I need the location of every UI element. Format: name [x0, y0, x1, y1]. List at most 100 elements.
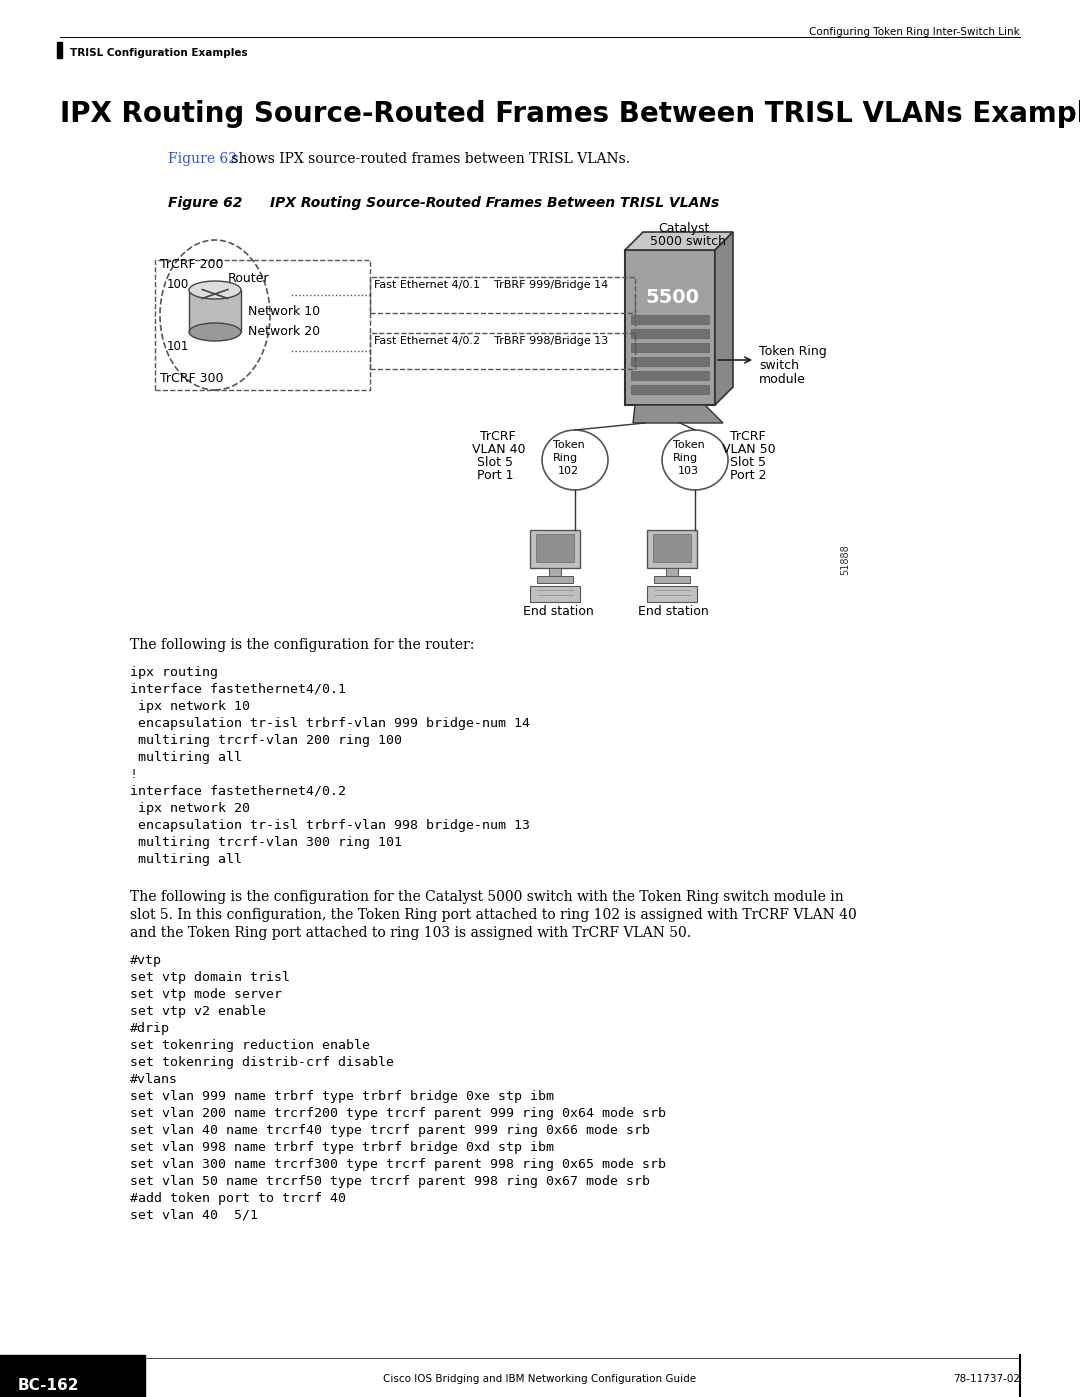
Text: Network 10: Network 10 [248, 305, 320, 319]
Text: switch: switch [759, 359, 799, 372]
Text: set vlan 998 name trbrf type trbrf bridge 0xd stp ibm: set vlan 998 name trbrf type trbrf bridg… [130, 1141, 554, 1154]
Text: multiring all: multiring all [130, 752, 242, 764]
Polygon shape [625, 232, 733, 250]
Text: multiring all: multiring all [130, 854, 242, 866]
Text: End station: End station [638, 605, 708, 617]
Text: 100: 100 [167, 278, 189, 291]
Text: The following is the configuration for the router:: The following is the configuration for t… [130, 638, 474, 652]
Text: ipx network 10: ipx network 10 [130, 700, 249, 712]
Text: encapsulation tr-isl trbrf-vlan 999 bridge-num 14: encapsulation tr-isl trbrf-vlan 999 brid… [130, 717, 530, 731]
Text: set vlan 200 name trcrf200 type trcrf parent 999 ring 0x64 mode srb: set vlan 200 name trcrf200 type trcrf pa… [130, 1106, 666, 1120]
Text: End station: End station [523, 605, 594, 617]
Text: Network 20: Network 20 [248, 326, 320, 338]
Text: 78-11737-02: 78-11737-02 [953, 1375, 1020, 1384]
Text: Cisco IOS Bridging and IBM Networking Configuration Guide: Cisco IOS Bridging and IBM Networking Co… [383, 1375, 697, 1384]
FancyBboxPatch shape [631, 330, 708, 338]
Text: multiring trcrf-vlan 200 ring 100: multiring trcrf-vlan 200 ring 100 [130, 733, 402, 747]
Text: Catalyst: Catalyst [658, 222, 710, 235]
Text: multiring trcrf-vlan 300 ring 101: multiring trcrf-vlan 300 ring 101 [130, 835, 402, 849]
FancyBboxPatch shape [549, 569, 561, 576]
FancyBboxPatch shape [530, 529, 580, 569]
Text: IPX Routing Source-Routed Frames Between TRISL VLANs Example: IPX Routing Source-Routed Frames Between… [60, 101, 1080, 129]
FancyBboxPatch shape [57, 42, 62, 59]
Text: Token Ring: Token Ring [759, 345, 827, 358]
Text: Configuring Token Ring Inter-Switch Link: Configuring Token Ring Inter-Switch Link [809, 27, 1020, 36]
FancyBboxPatch shape [654, 576, 690, 583]
FancyBboxPatch shape [536, 534, 573, 562]
Text: Port 2: Port 2 [730, 469, 767, 482]
Polygon shape [715, 232, 733, 405]
FancyBboxPatch shape [631, 372, 708, 380]
Text: set vlan 999 name trbrf type trbrf bridge 0xe stp ibm: set vlan 999 name trbrf type trbrf bridg… [130, 1090, 554, 1104]
Text: set tokenring reduction enable: set tokenring reduction enable [130, 1039, 370, 1052]
Text: module: module [759, 373, 806, 386]
Text: Figure 62: Figure 62 [168, 152, 237, 166]
Text: Fast Ethernet 4/0.1    TrBRF 999/Bridge 14: Fast Ethernet 4/0.1 TrBRF 999/Bridge 14 [374, 279, 608, 291]
Text: set vlan 50 name trcrf50 type trcrf parent 998 ring 0x67 mode srb: set vlan 50 name trcrf50 type trcrf pare… [130, 1175, 650, 1187]
Text: The following is the configuration for the Catalyst 5000 switch with the Token R: The following is the configuration for t… [130, 890, 843, 904]
FancyBboxPatch shape [189, 291, 241, 332]
Text: Ring: Ring [673, 453, 698, 462]
Text: set vlan 40 name trcrf40 type trcrf parent 999 ring 0x66 mode srb: set vlan 40 name trcrf40 type trcrf pare… [130, 1125, 650, 1137]
Text: slot 5. In this configuration, the Token Ring port attached to ring 102 is assig: slot 5. In this configuration, the Token… [130, 908, 856, 922]
FancyBboxPatch shape [631, 358, 708, 366]
Text: set vtp mode server: set vtp mode server [130, 988, 282, 1002]
Text: TrCRF 300: TrCRF 300 [160, 372, 224, 386]
Text: 51888: 51888 [840, 545, 850, 576]
Text: 101: 101 [167, 339, 189, 353]
Text: interface fastethernet4/0.2: interface fastethernet4/0.2 [130, 785, 346, 798]
Text: #vlans: #vlans [130, 1073, 178, 1085]
Text: Token: Token [553, 440, 584, 450]
Text: Port 1: Port 1 [477, 469, 513, 482]
Text: 5500: 5500 [645, 288, 699, 307]
Ellipse shape [662, 430, 728, 490]
Text: !: ! [130, 768, 138, 781]
Text: shows IPX source-routed frames between TRISL VLANs.: shows IPX source-routed frames between T… [227, 152, 630, 166]
Text: 103: 103 [678, 467, 699, 476]
Text: Fast Ethernet 4/0.2    TrBRF 998/Bridge 13: Fast Ethernet 4/0.2 TrBRF 998/Bridge 13 [374, 337, 608, 346]
FancyBboxPatch shape [537, 576, 573, 583]
Text: Slot 5: Slot 5 [730, 455, 766, 469]
Text: set tokenring distrib-crf disable: set tokenring distrib-crf disable [130, 1056, 394, 1069]
FancyBboxPatch shape [653, 534, 691, 562]
Text: 5000 switch: 5000 switch [650, 235, 726, 249]
Text: #add token port to trcrf 40: #add token port to trcrf 40 [130, 1192, 346, 1206]
Polygon shape [633, 405, 723, 423]
FancyBboxPatch shape [647, 585, 697, 602]
Text: BC-162: BC-162 [18, 1377, 80, 1393]
Text: #drip: #drip [130, 1023, 170, 1035]
FancyBboxPatch shape [647, 529, 697, 569]
FancyBboxPatch shape [530, 585, 580, 602]
FancyBboxPatch shape [631, 344, 708, 352]
FancyBboxPatch shape [0, 1355, 145, 1397]
Text: TrCRF: TrCRF [480, 430, 515, 443]
Text: Figure 62: Figure 62 [168, 196, 261, 210]
Ellipse shape [189, 281, 241, 299]
FancyBboxPatch shape [625, 250, 715, 405]
FancyBboxPatch shape [666, 569, 678, 576]
Ellipse shape [189, 323, 241, 341]
Text: TrCRF 200: TrCRF 200 [160, 258, 224, 271]
Text: Token: Token [673, 440, 705, 450]
Text: set vlan 40  5/1: set vlan 40 5/1 [130, 1208, 258, 1222]
Text: Ring: Ring [553, 453, 578, 462]
Text: encapsulation tr-isl trbrf-vlan 998 bridge-num 13: encapsulation tr-isl trbrf-vlan 998 brid… [130, 819, 530, 833]
Text: Router: Router [228, 272, 270, 285]
Text: set vtp domain trisl: set vtp domain trisl [130, 971, 291, 983]
Ellipse shape [542, 430, 608, 490]
Text: and the Token Ring port attached to ring 103 is assigned with TrCRF VLAN 50.: and the Token Ring port attached to ring… [130, 926, 691, 940]
Text: TRISL Configuration Examples: TRISL Configuration Examples [70, 47, 247, 59]
Text: 102: 102 [558, 467, 579, 476]
FancyBboxPatch shape [631, 386, 708, 394]
Text: VLAN 50: VLAN 50 [723, 443, 775, 455]
Text: interface fastethernet4/0.1: interface fastethernet4/0.1 [130, 683, 346, 696]
Text: set vlan 300 name trcrf300 type trcrf parent 998 ring 0x65 mode srb: set vlan 300 name trcrf300 type trcrf pa… [130, 1158, 666, 1171]
Text: TrCRF: TrCRF [730, 430, 766, 443]
Text: Slot 5: Slot 5 [477, 455, 513, 469]
Text: VLAN 40: VLAN 40 [472, 443, 526, 455]
Text: #vtp: #vtp [130, 954, 162, 967]
Text: ipx routing: ipx routing [130, 666, 218, 679]
Text: set vtp v2 enable: set vtp v2 enable [130, 1004, 266, 1018]
Text: IPX Routing Source-Routed Frames Between TRISL VLANs: IPX Routing Source-Routed Frames Between… [270, 196, 719, 210]
FancyBboxPatch shape [631, 314, 708, 324]
